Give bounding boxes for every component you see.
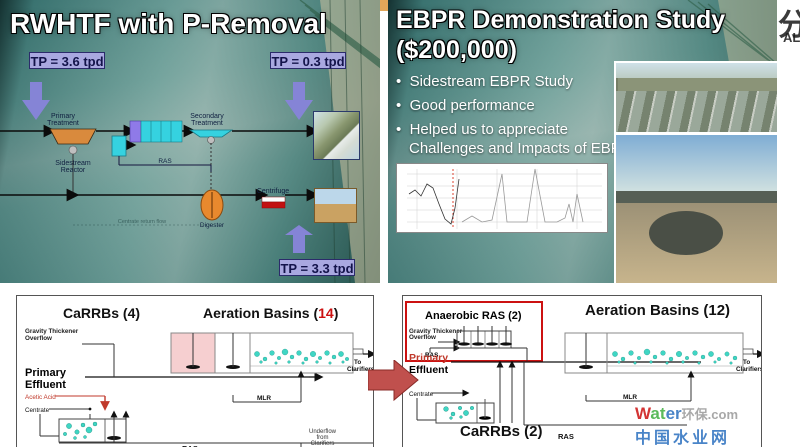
svg-text:Overflow: Overflow: [25, 335, 52, 342]
svg-text:Effluent: Effluent: [25, 379, 66, 391]
svg-text:MLR: MLR: [623, 394, 637, 401]
svg-text:To: To: [354, 359, 361, 366]
svg-text:Primary: Primary: [25, 367, 67, 379]
svg-text:Gravity Thickener: Gravity Thickener: [25, 328, 79, 335]
svg-text:MLR: MLR: [257, 395, 271, 402]
svg-text:To: To: [743, 359, 750, 366]
svg-text:RAS: RAS: [558, 432, 574, 441]
svg-text:Clarifiers: Clarifiers: [736, 366, 761, 373]
svg-text:Overflow: Overflow: [409, 334, 436, 341]
svg-text:Centrate: Centrate: [25, 407, 50, 414]
svg-text:Anaerobic RAS (2): Anaerobic RAS (2): [425, 310, 522, 322]
svg-text:Acetic Acid: Acetic Acid: [25, 394, 56, 401]
